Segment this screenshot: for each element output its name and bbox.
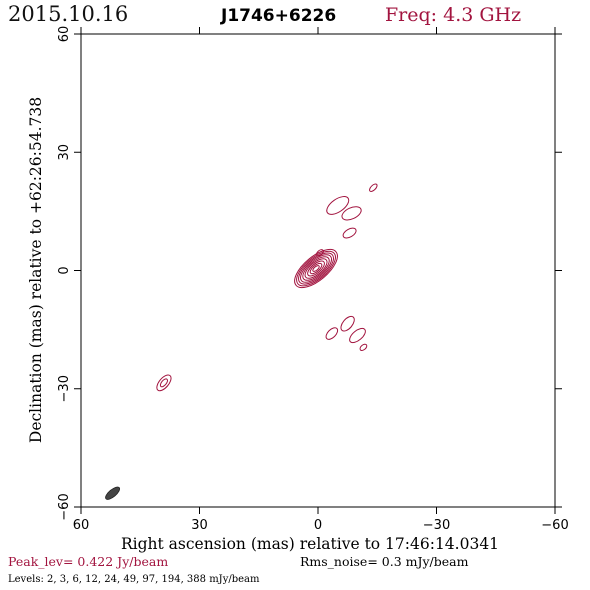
- core-contour: [300, 254, 332, 283]
- core-contour: [298, 252, 334, 285]
- x-tick-label: 0: [314, 518, 322, 533]
- core-contour: [296, 250, 336, 287]
- jet-component-contour: [325, 327, 339, 340]
- x-tick-label: −60: [541, 518, 568, 533]
- jet-component-contour: [349, 327, 366, 344]
- peak-level: Peak_lev= 0.422 Jy/beam: [8, 554, 168, 569]
- contour-levels: Levels: 2, 3, 6, 12, 24, 49, 97, 194, 38…: [8, 574, 260, 585]
- core-contour: [304, 258, 328, 279]
- y-tick-label: 30: [57, 144, 72, 161]
- jet-component-contour: [316, 249, 324, 257]
- core-contour: [302, 256, 330, 281]
- rms-noise: Rms_noise= 0.3 mJy/beam: [300, 554, 469, 569]
- core-contour: [294, 248, 338, 289]
- jet-component-contour: [342, 227, 357, 239]
- jet-component-contour: [156, 374, 172, 392]
- core-contour: [309, 262, 323, 275]
- jet-component-contour: [159, 378, 168, 388]
- x-axis-label: Right ascension (mas) relative to 17:46:…: [121, 535, 499, 553]
- y-tick-label: 60: [57, 26, 72, 43]
- y-tick-label: −30: [57, 375, 72, 402]
- x-tick-label: 30: [191, 518, 208, 533]
- plot-axes: [74, 27, 562, 514]
- jet-component-contour: [326, 196, 350, 215]
- y-tick-label: −60: [57, 493, 72, 520]
- jet-component-contour: [340, 315, 355, 332]
- jet-component-contour: [359, 343, 368, 351]
- frequency-label: Freq: 4.3 GHz: [385, 4, 521, 26]
- observation-date: 2015.10.16: [8, 2, 128, 26]
- jet-component-contour: [369, 183, 378, 192]
- core-contour: [312, 265, 320, 272]
- beam-ellipse: [105, 486, 121, 500]
- contours: [105, 183, 378, 500]
- core-contour: [307, 260, 325, 277]
- jet-component-contour: [341, 206, 362, 221]
- x-tick-label: −30: [423, 518, 450, 533]
- y-axis-label: Declination (mas) relative to +62:26:54.…: [27, 97, 45, 443]
- y-tick-label: 0: [57, 266, 72, 274]
- source-name: J1746+6226: [220, 6, 336, 26]
- x-tick-label: 60: [73, 518, 90, 533]
- tick-labels: 60 30 0 −30 −60 −60 −30 0 30 60: [57, 26, 569, 533]
